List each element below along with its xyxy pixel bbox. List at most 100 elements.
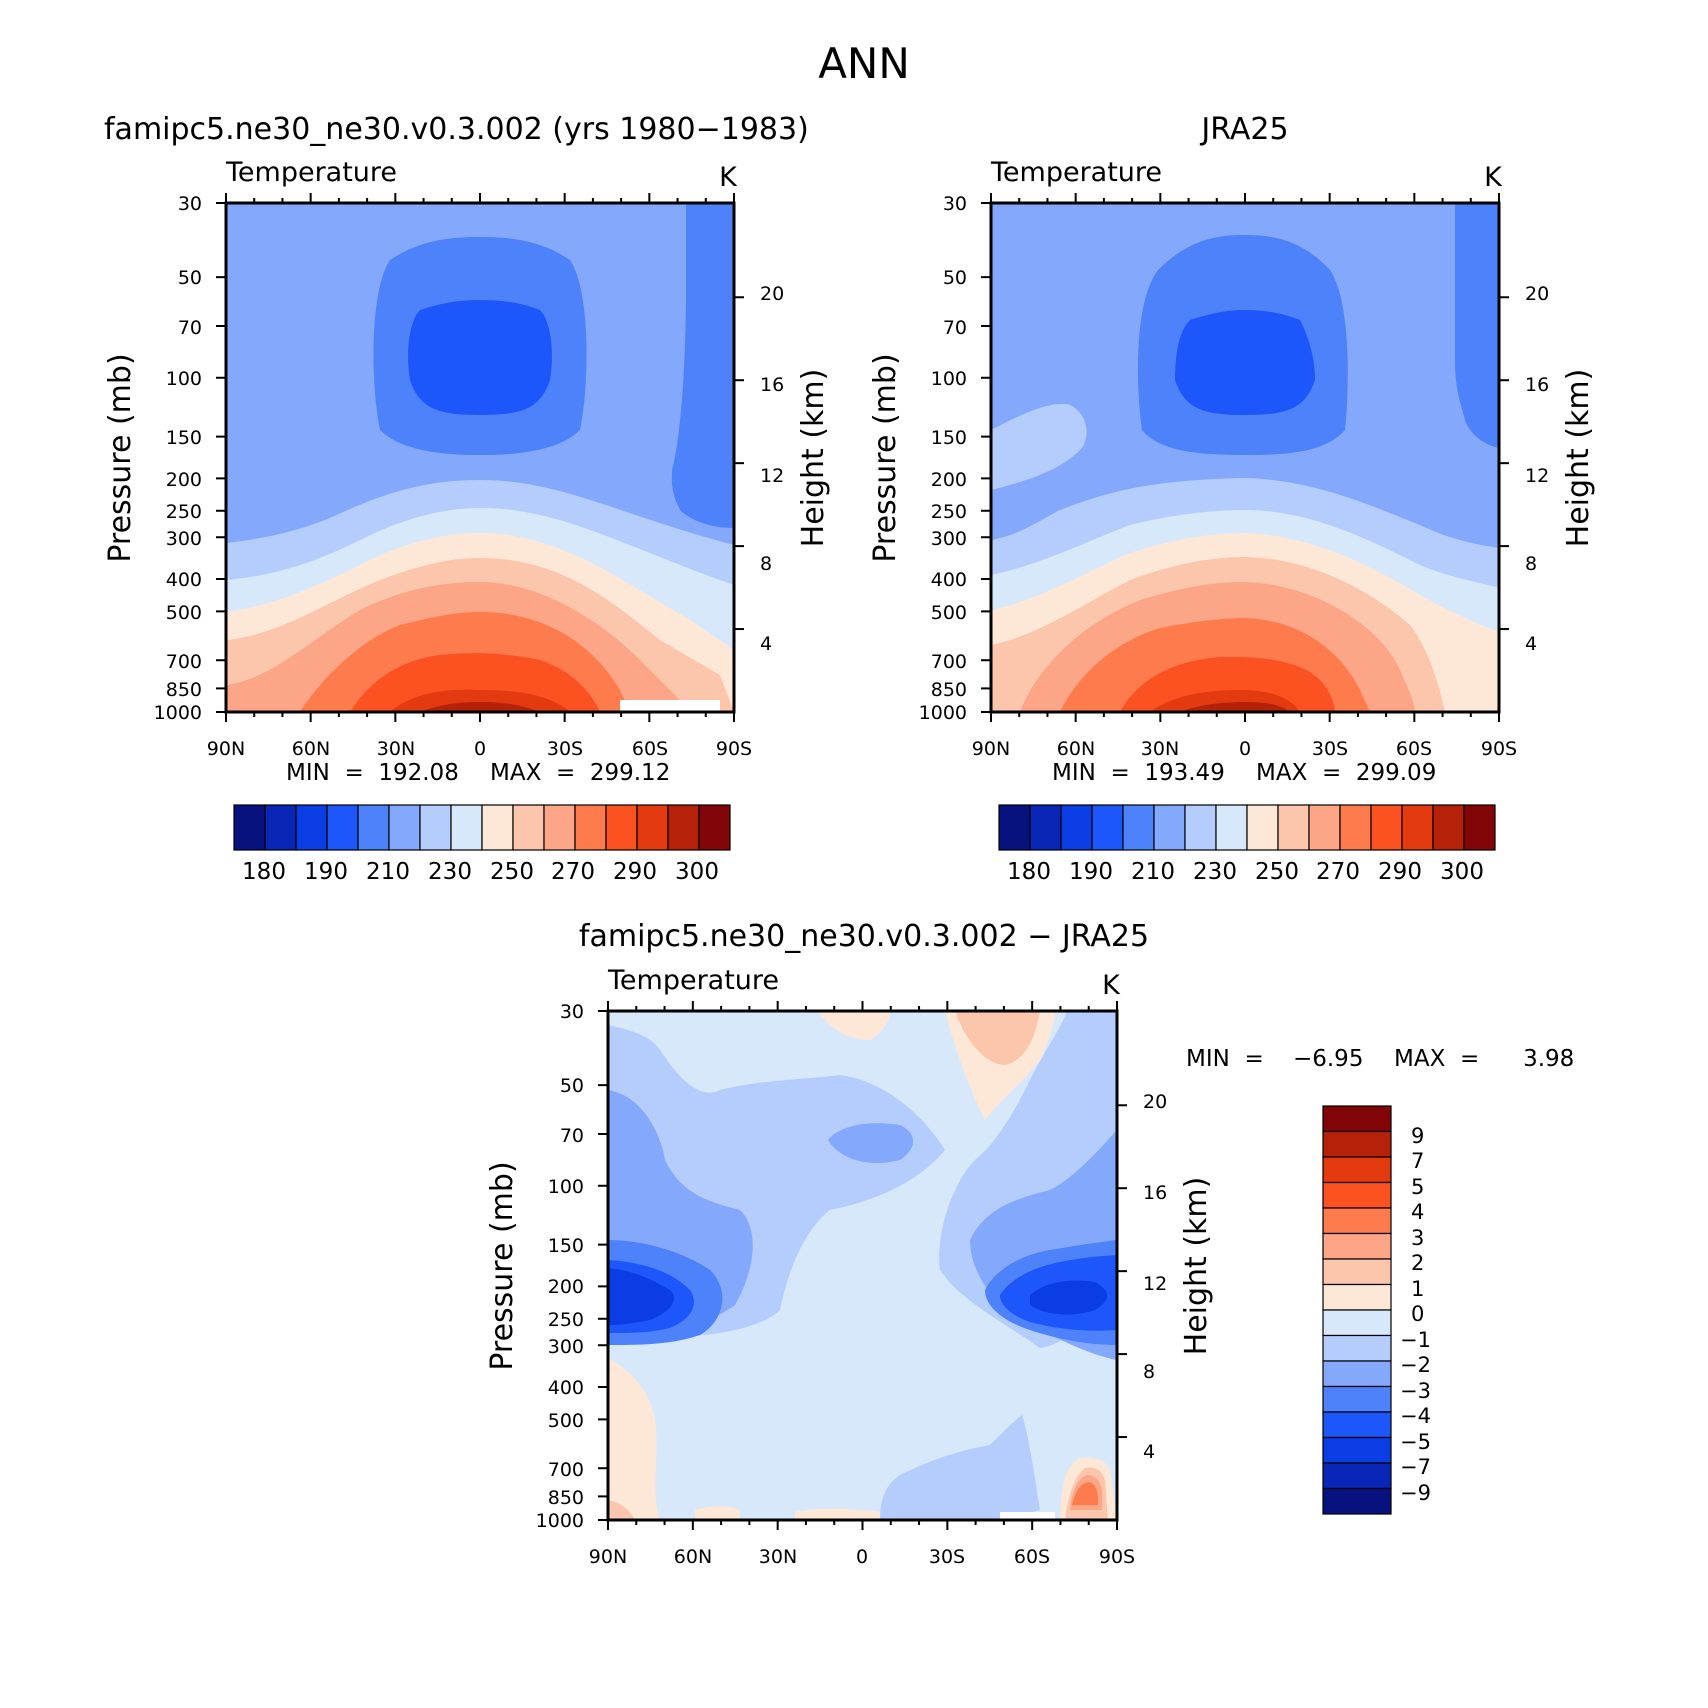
colorbar-swatch [1322,1283,1392,1311]
colorbar-swatch [543,804,576,851]
variable-label: Temperature [225,157,397,188]
colorbar-label: 300 [675,859,719,885]
y-axis-label: Pressure (mb) [868,353,903,562]
colorbar-label: 270 [1316,859,1360,885]
units-label: K [719,162,738,193]
p-tick-label: 300 [931,528,967,550]
colorbar-swatch [1322,1130,1392,1158]
colorbar-swatch [1246,804,1279,851]
x-tick-label: 0 [856,1546,868,1568]
p-tick-label: 700 [166,651,202,673]
colorbar-label: 230 [428,859,472,885]
units-label: K [1102,970,1121,1001]
colorbar-swatch [264,804,297,851]
p-tick-label: 70 [560,1125,584,1147]
x-tick-label: 90N [972,738,1010,760]
colorbar-swatch [1060,804,1093,851]
colorbar-label: −4 [1400,1404,1431,1428]
band-3-4-lower-right [1072,1482,1098,1505]
colorbar-swatch [233,804,266,851]
variable-label: Temperature [990,157,1162,188]
p-tick-label: 150 [931,427,967,449]
contour-field [991,203,1499,712]
h-tick-label: 8 [1525,553,1537,575]
colorbar-swatch [1322,1309,1392,1337]
p-tick-label: 250 [548,1309,584,1331]
colorbar-label: −7 [1400,1455,1431,1479]
colorbar-swatch [1322,1334,1392,1362]
p-tick-label: 150 [548,1235,584,1257]
p-tick-label: 1000 [919,702,967,724]
x-tick-label: 90N [589,1546,627,1568]
height-axis: 20 16 12 8 4 [760,283,784,655]
p-tick-label: 30 [560,1001,584,1023]
min-label: MIN = 193.49 [1052,760,1225,786]
band-210-220-polar [1455,203,1499,448]
x-tick-label: 90S [716,738,752,760]
colorbar-label: −9 [1400,1481,1431,1505]
colorbar-label: 5 [1411,1175,1424,1199]
colorbar-label: 2 [1411,1251,1424,1275]
p-tick-label: 150 [166,427,202,449]
h-tick-label: 8 [1143,1361,1155,1383]
h-tick-label: 12 [1525,465,1549,487]
colorbar-swatch [1401,804,1434,851]
h-tick-label: 4 [1143,1441,1155,1463]
colorbar-swatch [357,804,390,851]
x-tick-label: 60S [632,738,668,760]
colorbar-swatch [574,804,607,851]
x-tick-label: 0 [474,738,486,760]
h-tick-label: 20 [760,283,784,305]
colorbar-label: 4 [1411,1200,1424,1224]
band-1-2-surface-left [608,1500,635,1520]
colorbar-label: 0 [1411,1302,1424,1326]
x-tick-label: 60N [674,1546,712,1568]
x-tick-label: 30N [377,738,415,760]
colorbar-label: 230 [1193,859,1237,885]
height-axis: 20 16 12 8 4 [1143,1091,1167,1463]
colorbar-swatch [1153,804,1186,851]
colorbar-label: 7 [1411,1149,1424,1173]
colorbar-label: −5 [1400,1430,1431,1454]
colorbar-label: 290 [1378,859,1422,885]
p-tick-label: 50 [943,267,967,289]
colorbar-label: 210 [366,859,410,885]
x-tick-label: 90N [207,738,245,760]
y2-axis-label: Height (km) [1561,369,1596,548]
colorbar-swatch [1322,1462,1392,1490]
colorbar-label: 290 [613,859,657,885]
x-axis: 90N 60N 30N 0 30S 60S 90S [589,1546,1135,1568]
p-tick-label: 500 [166,602,202,624]
panel-difference: famipc5.ne30_ne30.v0.3.002 − JRA25 Tempe… [485,919,1574,1568]
p-tick-label: 1000 [154,702,202,724]
colorbar-label: −2 [1400,1353,1431,1377]
x-tick-label: 0 [1239,738,1251,760]
x-tick-label: 60S [1014,1546,1050,1568]
colorbar-label: −1 [1400,1328,1431,1352]
band-300 [1180,702,1290,712]
pressure-axis: 30 50 70 100 150 200 250 300 400 500 700… [919,193,967,724]
x-axis: 90N 60N 30N 0 30S 60S 90S [972,738,1517,760]
p-tick-label: 50 [560,1075,584,1097]
x-tick-label: 90S [1099,1546,1135,1568]
axis-ticks [216,193,1509,1530]
band-0-1-top [818,1011,890,1040]
colorbar-label: 3 [1411,1226,1424,1250]
colorbar-swatch [1322,1156,1392,1184]
pressure-axis: 30 50 70 100 150 200 250 300 400 500 700… [154,193,202,724]
colorbar-swatch [1029,804,1062,851]
y2-axis-label: Height (km) [796,369,831,548]
colorbar-swatch [1308,804,1341,851]
h-tick-label: 4 [760,633,772,655]
colorbar-swatch [1370,804,1403,851]
min-label: MIN = −6.95 [1186,1046,1363,1072]
band-0-1-surface [695,1506,740,1520]
band-1-2-top-right [955,1011,1040,1065]
band-minus3-minus2-upper [828,1123,914,1164]
x-tick-label: 60N [1057,738,1095,760]
p-tick-label: 200 [548,1276,584,1298]
colorbar-label: 1 [1411,1277,1424,1301]
colorbar-swatch [1322,1105,1392,1133]
colorbar-label: 270 [551,859,595,885]
